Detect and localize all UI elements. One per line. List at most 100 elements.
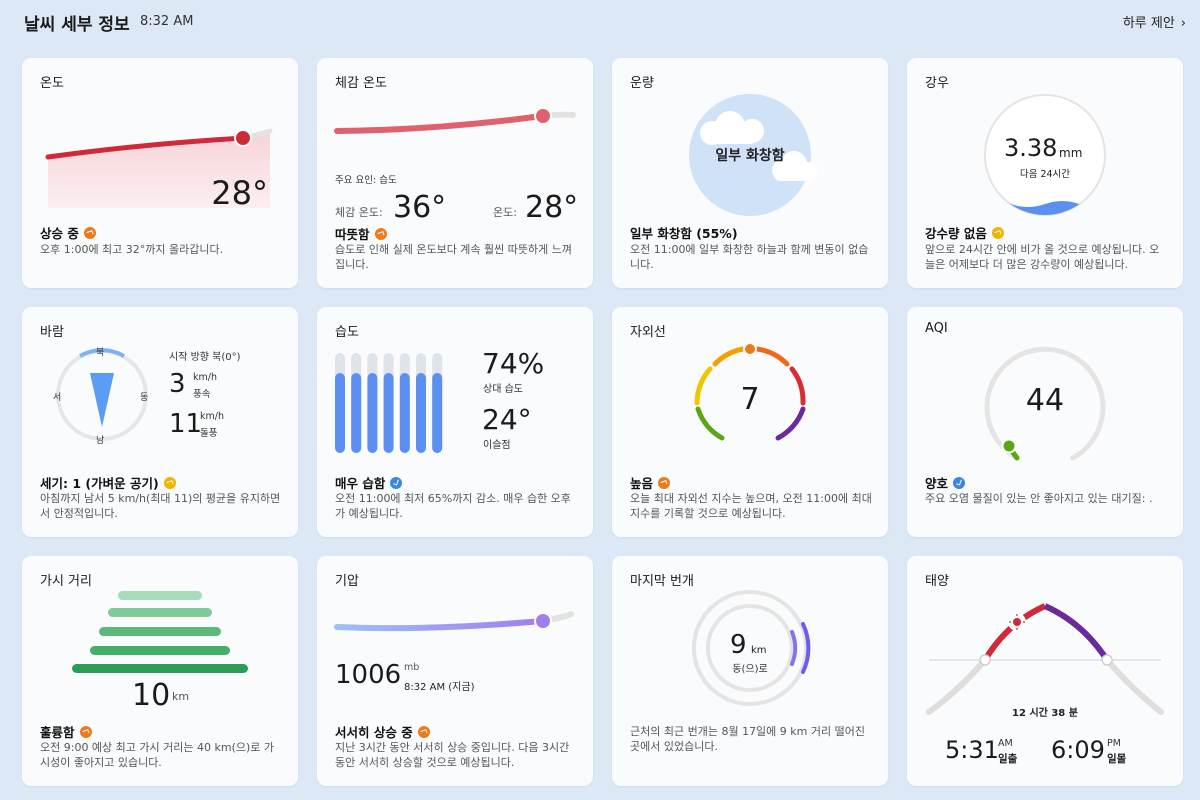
- description: 지난 3시간 동안 서서히 상승 중입니다. 다음 3시간 동안 서서히 상승할…: [335, 741, 570, 769]
- daily-suggestion-label: 하루 제안: [1122, 16, 1175, 31]
- sunset-label: 일몰: [1107, 753, 1127, 765]
- card-title: 온도: [40, 76, 64, 91]
- description: 근처의 최근 번개는 8월 17일에 9 km 거리 떨어진 곳에서 있었습니다…: [630, 725, 865, 753]
- feels-like-graph: [334, 107, 576, 134]
- status-title: 서서히 상승 중: [335, 722, 430, 741]
- status-text: 서서히 상승 중: [335, 725, 413, 740]
- status-title: 매우 습함: [335, 473, 403, 492]
- status-text: 매우 습함: [335, 476, 386, 491]
- description: 오전 11:00에 일부 화창한 하늘과 함께 변동이 없습니다.: [630, 243, 869, 271]
- uv-index-card[interactable]: 자외선 7 높음 오늘 최대 자외선 지수는 높으며, 오전 11:00에 최대…: [612, 307, 888, 537]
- visibility-value: 10: [132, 678, 171, 713]
- card-title: 체감 온도: [335, 76, 387, 91]
- trend-down-icon: [390, 476, 403, 489]
- status-title: 일부 화창함 (55%): [630, 226, 738, 241]
- wind-compass: [56, 348, 148, 441]
- lightning-card[interactable]: 마지막 번개 9 km 동(으)로 근처의 최근 번개는 8월 17일에 9 k…: [612, 556, 888, 786]
- status-text: 높음: [630, 476, 654, 491]
- daily-suggestion-link[interactable]: 하루 제안 ›: [1123, 12, 1186, 31]
- uv-value: 7: [740, 382, 760, 417]
- wind-card[interactable]: 바람 북 남 동 서 시작 방향 북(0°) 3 km/h 풍속 11 km/h…: [22, 307, 298, 537]
- status-text: 강수량 없음: [925, 226, 987, 241]
- lightning-distance-value: 9: [730, 630, 747, 660]
- humidity-bar-fill: [335, 373, 345, 453]
- visibility-unit: km: [172, 690, 190, 703]
- description: 앞으로 24시간 안에 비가 올 것으로 예상됩니다. 오늘은 어제보다 더 많…: [925, 243, 1160, 271]
- daylight-duration: 12 시간 38 분: [1012, 708, 1078, 719]
- description: 아침까지 남서 5 km/h(최대 11)의 평균을 유지하면서 안정적입니다.: [40, 492, 281, 520]
- wind-speed-label: 풍속: [193, 389, 211, 400]
- precipitation-period: 다음 24시간: [1019, 169, 1071, 180]
- wind-gust-label: 돌풍: [200, 428, 218, 439]
- humidity-bar-fill: [399, 373, 410, 453]
- visibility-card[interactable]: 가시 거리 10 km 훌륭함 오전 9:00 예상 최고 가시 거리는 40 …: [22, 556, 298, 786]
- wind-speed-value: 3: [169, 369, 186, 399]
- sunrise-ampm: AM: [998, 738, 1013, 749]
- aqi-value: 44: [1025, 383, 1065, 418]
- humidity-card[interactable]: 습도 74% 상대 습도 24° 이슬점 매우 습함 오전 11:00에 최저 …: [317, 307, 593, 537]
- feels-label: 체감 온도:: [335, 206, 383, 219]
- sun-card[interactable]: 태양 12 시간 38 분 5:31 AM 일출 6:09 PM 일몰: [907, 556, 1183, 786]
- trend-down-icon: [953, 476, 966, 489]
- status-title: 상승 중: [40, 223, 96, 242]
- cloud-cover-center-label: 일부 화창함: [715, 148, 785, 164]
- uv-gauge: [694, 342, 806, 441]
- page-title: 날씨 세부 정보: [24, 15, 130, 35]
- description: 오전 9:00 예상 최고 가시 거리는 40 km(으)로 가시성이 좋아지고…: [40, 741, 275, 769]
- aqi-card[interactable]: AQI 44 양호 주요 오염 물질이 있는 안 좋아지고 있는 대기질: .: [907, 307, 1183, 537]
- humidity-bar-fill: [367, 373, 378, 453]
- pressure-card[interactable]: 기압 1006 mb 8:32 AM (지금) 서서히 상승 중 지난 3시간 …: [317, 556, 593, 786]
- header: 날씨 세부 정보 8:32 AM 하루 제안 ›: [24, 10, 1186, 36]
- feels-value: 36°: [393, 190, 447, 225]
- description: 오전 11:00에 최저 65%까지 감소. 매우 습한 오후가 예상됩니다.: [335, 492, 571, 520]
- status-title: 양호: [925, 473, 966, 492]
- trend-up-icon: [374, 227, 387, 240]
- humidity-bar-fill: [351, 373, 362, 453]
- precipitation-value: 3.38: [1004, 134, 1058, 162]
- aqi-gauge: [984, 346, 1106, 461]
- wind-gust-unit: km/h: [200, 411, 224, 422]
- card-title: 운량: [630, 76, 654, 91]
- card-title: 기압: [335, 574, 359, 589]
- description: 습도로 인해 실제 온도보다 계속 훨씬 따뜻하게 느껴집니다.: [335, 243, 572, 271]
- sunset-time: 6:09: [1051, 736, 1105, 764]
- trend-up-icon: [417, 725, 430, 738]
- dew-point-label: 이슬점: [483, 440, 511, 451]
- lightning-direction: 동(으)로: [732, 664, 768, 675]
- card-title: AQI: [925, 321, 948, 336]
- temperature-card[interactable]: 온도 28° 상승 중 오후 1:00에 최고 32°까지 올라갑니다.: [22, 58, 298, 288]
- description: 주요 오염 물질이 있는 안 좋아지고 있는 대기질: .: [925, 492, 1153, 505]
- status-text: 훌륭함: [40, 725, 75, 740]
- chevron-right-icon: ›: [1180, 16, 1186, 31]
- status-title: 훌륭함: [40, 722, 92, 741]
- card-title: 가시 거리: [40, 574, 92, 589]
- wind-speed-unit: km/h: [193, 372, 217, 383]
- trend-up-icon: [658, 476, 671, 489]
- wind-start-direction: 시작 방향 북(0°): [169, 352, 241, 363]
- status-title: 세기: 1 (가벼운 공기): [40, 473, 176, 492]
- status-text: 양호: [925, 476, 949, 491]
- main-factor: 주요 요인: 습도: [335, 175, 397, 186]
- pressure-graph: [334, 611, 574, 632]
- humidity-bar-fill: [432, 373, 443, 453]
- sunset-ampm: PM: [1107, 738, 1121, 749]
- pressure-value: 1006: [335, 660, 402, 690]
- sun-path-graph: [926, 603, 1164, 715]
- status-text: 세기: 1 (가벼운 공기): [40, 476, 159, 491]
- precipitation-card[interactable]: 강우 3.38 mm 다음 24시간 강수량 없음 앞으로 24시간 안에 비가…: [907, 58, 1183, 288]
- description: 오늘 최대 자외선 지수는 높으며, 오전 11:00에 최대 지수를 기록할 …: [630, 492, 872, 520]
- status-text: 따뜻함: [335, 227, 370, 242]
- relative-humidity-value: 74%: [482, 347, 545, 380]
- dew-point-value: 24°: [482, 403, 532, 436]
- compass-north: 북: [96, 348, 105, 358]
- pressure-time: 8:32 AM (지금): [404, 682, 475, 693]
- temp-value: 28°: [525, 190, 579, 225]
- cloud-cover-card[interactable]: 운량 일부 화창함 일부 화창함 (55%) 오전 11:00에 일부 화창한 …: [612, 58, 888, 288]
- relative-humidity-label: 상대 습도: [483, 384, 523, 395]
- humidity-bar-fill: [416, 373, 426, 453]
- sunrise-label: 일출: [998, 753, 1018, 765]
- status-title: 높음: [630, 473, 671, 492]
- status-title: 따뜻함: [335, 224, 387, 243]
- feels-like-card[interactable]: 체감 온도 주요 요인: 습도 체감 온도: 36° 온도: 28° 따뜻함 습…: [317, 58, 593, 288]
- temperature-value: 28°: [211, 174, 268, 212]
